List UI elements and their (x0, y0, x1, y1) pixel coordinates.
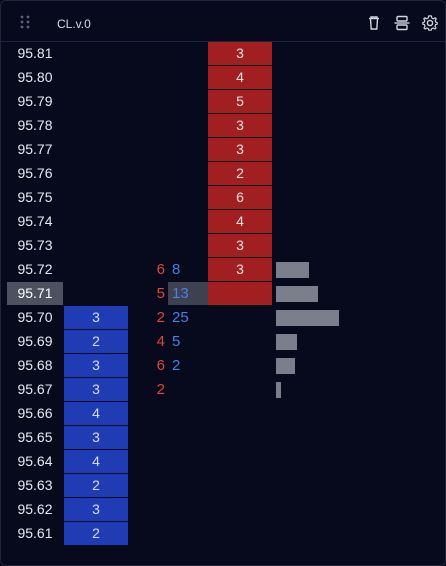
price-cell[interactable]: 95.75 (17, 189, 53, 205)
sell-volume-cell: 6 (156, 261, 165, 278)
panel-header: CL.v.0 (1, 1, 445, 42)
bid-size-cell[interactable]: 3 (64, 426, 128, 449)
ladder-row: 95.75 6 (1, 186, 446, 210)
bid-size-cell[interactable]: 3 (64, 498, 128, 521)
ladder-row: 95.78 3 (1, 114, 446, 138)
ladder-row: 95.74 4 (1, 210, 446, 234)
ladder-row: 95.62 3 (1, 498, 446, 522)
ask-size-cell[interactable]: 5 (208, 90, 272, 113)
price-cell[interactable]: 95.79 (17, 93, 53, 109)
price-cell[interactable]: 95.69 (17, 333, 53, 349)
drag-handle-icon[interactable] (19, 14, 31, 30)
price-cell[interactable]: 95.80 (17, 69, 53, 85)
bid-size-cell[interactable]: 2 (64, 330, 128, 353)
trash-icon[interactable] (365, 14, 383, 32)
center-icon[interactable] (393, 14, 411, 32)
ask-size-cell[interactable]: 6 (208, 186, 272, 209)
price-cell[interactable]: 95.70 (17, 309, 53, 325)
ask-size-cell[interactable]: 4 (208, 210, 272, 233)
ladder-row: 95.63 2 (1, 474, 446, 498)
bid-size-cell[interactable]: 2 (64, 522, 128, 545)
ladder-row: 95.71 5 13 (1, 282, 446, 306)
bid-size-cell[interactable]: 4 (64, 402, 128, 425)
ask-size-cell[interactable]: 4 (208, 66, 272, 89)
ladder-row: 95.68 3 6 2 (1, 354, 446, 378)
volume-profile-bar (276, 358, 295, 374)
ladder-row: 95.69 2 4 5 (1, 330, 446, 354)
price-cell[interactable]: 95.67 (17, 381, 53, 397)
ladder-row: 95.81 3 (1, 42, 446, 66)
bid-size-cell[interactable]: 3 (64, 378, 128, 401)
ask-size-cell[interactable] (208, 282, 272, 305)
buy-volume-cell: 2 (172, 357, 181, 374)
volume-profile-bar (276, 262, 309, 278)
bid-size-cell[interactable]: 2 (64, 474, 128, 497)
ask-size-cell[interactable]: 3 (208, 42, 272, 65)
ask-size-cell[interactable]: 3 (208, 138, 272, 161)
buy-volume-cell: 25 (172, 309, 189, 326)
price-cell[interactable]: 95.64 (17, 453, 53, 469)
buy-volume-cell: 13 (168, 282, 208, 305)
buy-volume-cell: 5 (172, 333, 181, 350)
ladder-row: 95.79 5 (1, 90, 446, 114)
bid-size-cell[interactable]: 3 (64, 354, 128, 377)
sell-volume-cell: 2 (156, 381, 165, 398)
price-cell[interactable]: 95.66 (17, 405, 53, 421)
price-cell[interactable]: 95.78 (17, 117, 53, 133)
current-price-cell[interactable]: 95.71 (7, 282, 63, 305)
ladder-row: 95.65 3 (1, 426, 446, 450)
price-cell[interactable]: 95.68 (17, 357, 53, 373)
sell-volume-cell: 4 (156, 333, 165, 350)
bid-size-cell[interactable]: 4 (64, 450, 128, 473)
price-cell[interactable]: 95.73 (17, 237, 53, 253)
bid-size-cell[interactable]: 3 (64, 306, 128, 329)
ladder-row: 95.80 4 (1, 66, 446, 90)
ladder-row: 95.66 4 (1, 402, 446, 426)
price-cell[interactable]: 95.74 (17, 213, 53, 229)
buy-volume-cell: 8 (172, 261, 181, 278)
sell-volume-cell: 2 (156, 309, 165, 326)
price-cell[interactable]: 95.72 (17, 261, 53, 277)
ladder-row: 95.72 3 6 8 (1, 258, 446, 282)
gear-icon[interactable] (421, 14, 439, 32)
price-cell[interactable]: 95.77 (17, 141, 53, 157)
ladder-row: 95.64 4 (1, 450, 446, 474)
ladder-row: 95.77 3 (1, 138, 446, 162)
sell-volume-cell: 5 (156, 285, 165, 302)
ask-size-cell[interactable]: 3 (208, 234, 272, 257)
ladder-row: 95.70 3 2 25 (1, 306, 446, 330)
ask-size-cell[interactable]: 3 (208, 114, 272, 137)
price-cell[interactable]: 95.81 (17, 45, 53, 61)
ladder-row: 95.76 2 (1, 162, 446, 186)
volume-profile-bar (276, 334, 297, 350)
ask-size-cell[interactable]: 2 (208, 162, 272, 185)
price-cell[interactable]: 95.61 (17, 525, 53, 541)
volume-profile-bar (276, 286, 318, 302)
price-cell[interactable]: 95.76 (17, 165, 53, 181)
volume-profile-bar (276, 310, 339, 326)
ladder-row: 95.61 2 (1, 522, 446, 546)
volume-profile-bar (276, 382, 281, 398)
ladder-row: 95.67 3 2 (1, 378, 446, 402)
sell-volume-cell: 6 (156, 357, 165, 374)
ask-size-cell[interactable]: 3 (208, 258, 272, 281)
ladder-row: 95.73 3 (1, 234, 446, 258)
price-cell[interactable]: 95.62 (17, 501, 53, 517)
price-cell[interactable]: 95.65 (17, 429, 53, 445)
instrument-title: CL.v.0 (57, 17, 91, 31)
price-cell[interactable]: 95.63 (17, 477, 53, 493)
